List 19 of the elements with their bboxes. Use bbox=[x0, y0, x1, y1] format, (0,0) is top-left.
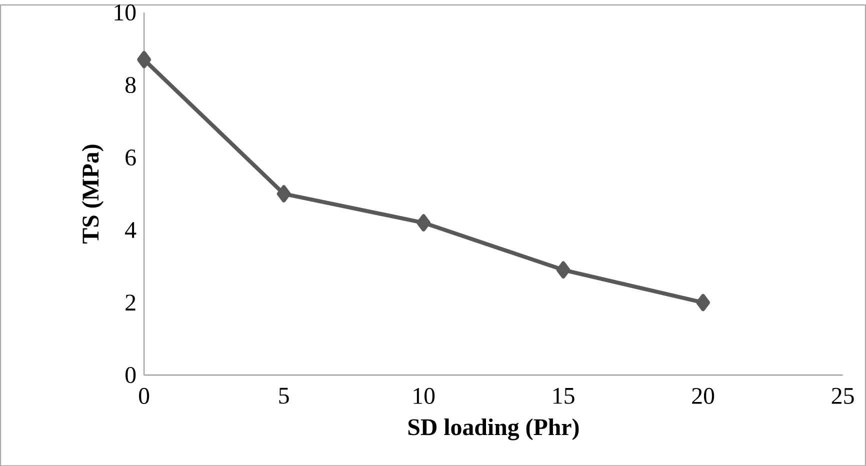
y-tick-label: 0 bbox=[126, 366, 136, 384]
point bbox=[276, 185, 291, 202]
y-tick-label: 10 bbox=[114, 4, 136, 20]
y-axis-title: TS (MPa) bbox=[82, 144, 104, 244]
point bbox=[696, 294, 710, 312]
x-tick-label: 20 bbox=[692, 388, 714, 404]
y-tick-label: 4 bbox=[125, 222, 136, 238]
point bbox=[137, 50, 152, 68]
point bbox=[556, 261, 570, 278]
x-tick-label: 10 bbox=[414, 388, 435, 404]
x-tick-label: 15 bbox=[553, 388, 574, 404]
x-tick-label: 0 bbox=[139, 388, 150, 404]
x-axis-title: SD loading (Phr) bbox=[408, 418, 579, 440]
y-tick-label: 8 bbox=[126, 76, 136, 93]
point bbox=[416, 214, 431, 232]
x-tick-label: 5 bbox=[279, 388, 289, 404]
x-tick-label: 25 bbox=[832, 388, 854, 404]
y-tick-label: 6 bbox=[126, 149, 136, 166]
y-tick-label: 2 bbox=[126, 294, 136, 310]
